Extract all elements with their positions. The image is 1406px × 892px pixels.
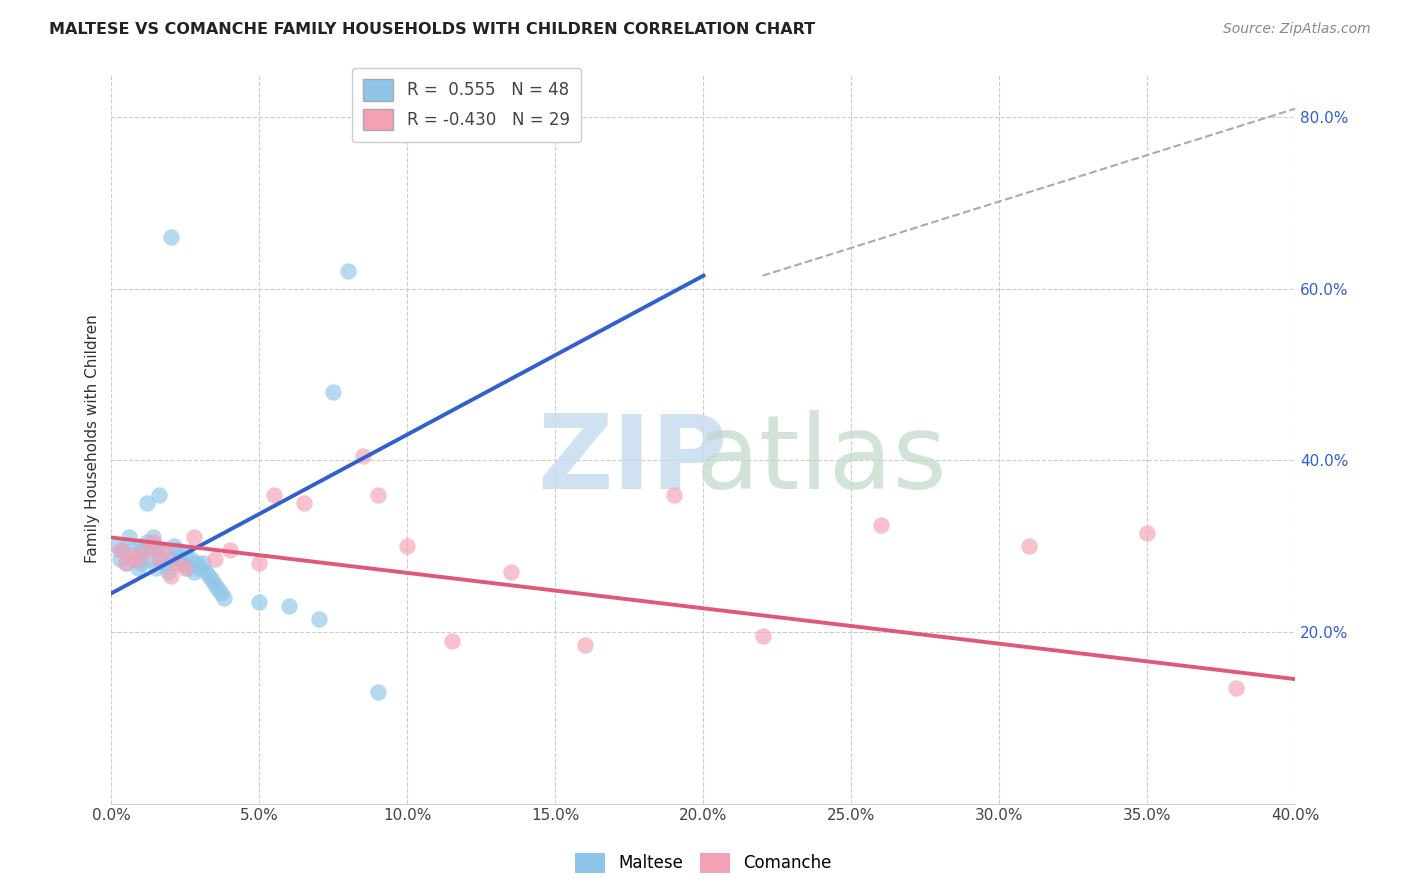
- Point: [174, 560, 197, 574]
- Point: [121, 548, 143, 562]
- Y-axis label: Family Households with Children: Family Households with Children: [86, 314, 100, 563]
- Point: [1225, 681, 1247, 695]
- Point: [136, 543, 159, 558]
- Point: [136, 534, 159, 549]
- Point: [169, 552, 191, 566]
- Point: [139, 552, 162, 566]
- Point: [159, 230, 181, 244]
- Point: [150, 543, 173, 558]
- Point: [308, 612, 330, 626]
- Point: [166, 543, 188, 558]
- Point: [201, 574, 224, 588]
- Point: [148, 552, 170, 566]
- Point: [105, 539, 128, 553]
- Point: [148, 552, 170, 566]
- Text: ZIP: ZIP: [537, 410, 727, 511]
- Point: [142, 531, 165, 545]
- Point: [249, 556, 271, 570]
- Text: atlas: atlas: [696, 410, 948, 511]
- Point: [129, 539, 152, 553]
- Point: [129, 556, 152, 570]
- Point: [183, 565, 205, 579]
- Point: [183, 531, 205, 545]
- Point: [292, 496, 315, 510]
- Point: [142, 534, 165, 549]
- Point: [367, 487, 389, 501]
- Point: [207, 582, 229, 596]
- Point: [367, 685, 389, 699]
- Point: [159, 569, 181, 583]
- Text: Source: ZipAtlas.com: Source: ZipAtlas.com: [1223, 22, 1371, 37]
- Point: [249, 595, 271, 609]
- Point: [162, 539, 184, 553]
- Point: [132, 543, 155, 558]
- Point: [198, 569, 221, 583]
- Point: [218, 543, 240, 558]
- Point: [145, 560, 167, 574]
- Point: [278, 599, 301, 614]
- Point: [440, 633, 463, 648]
- Point: [153, 543, 176, 558]
- Point: [172, 556, 194, 570]
- Point: [127, 552, 149, 566]
- Point: [186, 556, 208, 570]
- Point: [115, 556, 138, 570]
- Point: [204, 552, 226, 566]
- Legend: Maltese, Comanche: Maltese, Comanche: [568, 847, 838, 880]
- Point: [112, 543, 135, 558]
- Point: [574, 638, 596, 652]
- Point: [209, 586, 232, 600]
- Point: [322, 384, 344, 399]
- Point: [110, 552, 132, 566]
- Point: [195, 565, 218, 579]
- Point: [124, 552, 146, 566]
- Point: [156, 565, 179, 579]
- Point: [352, 449, 374, 463]
- Point: [121, 543, 143, 558]
- Legend: R =  0.555   N = 48, R = -0.430   N = 29: R = 0.555 N = 48, R = -0.430 N = 29: [352, 68, 582, 142]
- Point: [188, 560, 211, 574]
- Point: [751, 629, 773, 643]
- Point: [159, 552, 181, 566]
- Point: [177, 560, 200, 574]
- Point: [180, 552, 202, 566]
- Point: [127, 560, 149, 574]
- Point: [1018, 539, 1040, 553]
- Point: [118, 531, 141, 545]
- Point: [396, 539, 419, 553]
- Point: [148, 487, 170, 501]
- Point: [263, 487, 285, 501]
- Point: [115, 556, 138, 570]
- Point: [212, 591, 235, 605]
- Point: [662, 487, 685, 501]
- Point: [204, 578, 226, 592]
- Point: [110, 543, 132, 558]
- Point: [870, 517, 893, 532]
- Point: [166, 556, 188, 570]
- Text: MALTESE VS COMANCHE FAMILY HOUSEHOLDS WITH CHILDREN CORRELATION CHART: MALTESE VS COMANCHE FAMILY HOUSEHOLDS WI…: [49, 22, 815, 37]
- Point: [136, 496, 159, 510]
- Point: [145, 539, 167, 553]
- Point: [337, 264, 360, 278]
- Point: [499, 565, 522, 579]
- Point: [1136, 526, 1159, 541]
- Point: [153, 556, 176, 570]
- Point: [174, 548, 197, 562]
- Point: [193, 556, 215, 570]
